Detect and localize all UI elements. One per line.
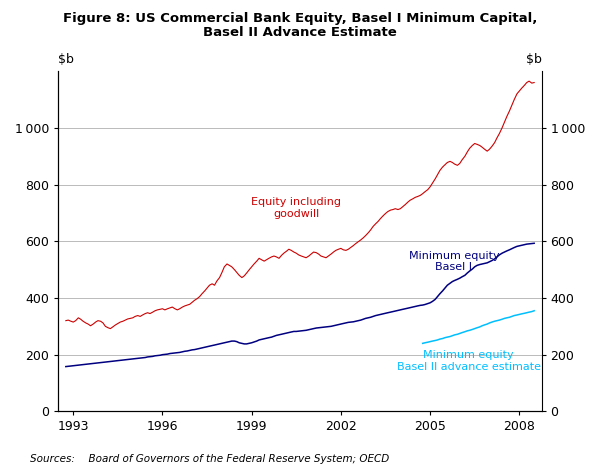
Text: $b: $b bbox=[58, 53, 74, 66]
Text: Minimum equity
Basel II advance estimate: Minimum equity Basel II advance estimate bbox=[397, 350, 541, 372]
Text: $b: $b bbox=[526, 53, 542, 66]
Text: Sources:  Board of Governors of the Federal Reserve System; OECD: Sources: Board of Governors of the Feder… bbox=[30, 454, 389, 464]
Text: Equity including
goodwill: Equity including goodwill bbox=[251, 197, 341, 219]
Text: Basel II Advance Estimate: Basel II Advance Estimate bbox=[203, 26, 397, 39]
Text: Figure 8: US Commercial Bank Equity, Basel I Minimum Capital,: Figure 8: US Commercial Bank Equity, Bas… bbox=[63, 12, 537, 25]
Text: Minimum equity
Basel I: Minimum equity Basel I bbox=[409, 251, 499, 272]
